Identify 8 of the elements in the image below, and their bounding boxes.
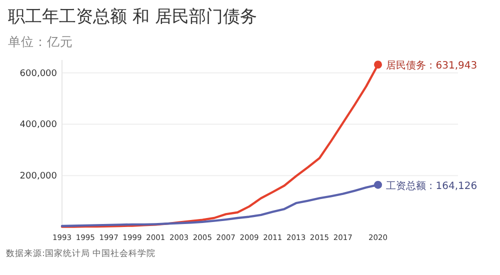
y-tick-label: 600,000	[20, 68, 58, 79]
y-tick-label: 200,000	[20, 172, 58, 182]
chart-title: 职工年工资总额 和 居民部门债务	[8, 7, 257, 27]
source-note: 数据来源:国家统计局 中国社会科学院	[6, 248, 156, 259]
text: 居民债务 : 631,943	[386, 60, 478, 72]
y-tick-label: 400,000	[20, 120, 58, 130]
text: 工资总额 : 164,126	[386, 180, 478, 192]
chart-subtitle: 单位：亿元	[8, 34, 73, 49]
